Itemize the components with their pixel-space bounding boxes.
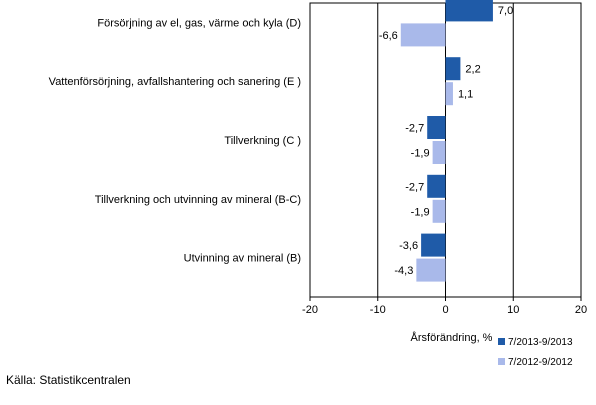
bar-7/2013-9/2013-3 <box>427 174 446 198</box>
data-label: 7,0 <box>498 5 513 17</box>
legend-label-1: 7/2012-9/2012 <box>508 357 573 368</box>
category-label: Försörjning av el, gas, värme och kyla (… <box>97 17 301 29</box>
x-tick-label: 10 <box>507 304 519 316</box>
x-tick-label: 20 <box>575 304 587 316</box>
data-label: -6,6 <box>379 30 398 42</box>
x-tick-label: -10 <box>370 304 386 316</box>
bar-7/2013-9/2013-2 <box>427 116 446 139</box>
data-label: -1,9 <box>411 148 430 160</box>
bar-7/2012-9/2012-4 <box>416 258 446 282</box>
bar-7/2012-9/2012-1 <box>445 82 453 106</box>
category-label: Vattenförsörjning, avfallshantering och … <box>49 76 301 88</box>
data-label: 1,1 <box>458 89 473 101</box>
bar-7/2012-9/2012-0 <box>400 23 446 47</box>
data-label: -3,6 <box>399 240 418 252</box>
legend-label-0: 7/2013-9/2013 <box>508 337 573 348</box>
legend-swatch-1 <box>498 358 505 365</box>
data-label: -2,7 <box>405 181 424 193</box>
bar-7/2012-9/2012-3 <box>432 199 446 223</box>
data-label: 2,2 <box>465 64 480 76</box>
data-label: -2,7 <box>405 123 424 135</box>
x-tick-label: -20 <box>302 304 318 316</box>
bar-7/2013-9/2013-4 <box>421 233 446 257</box>
legend-swatch-0 <box>498 338 505 345</box>
x-tick-label: 0 <box>442 304 448 316</box>
x-axis-label: Årsförändring, % <box>411 331 493 344</box>
source-note: Källa: Statistikcentralen <box>6 373 131 387</box>
category-label: Utvinning av mineral (B) <box>184 253 301 265</box>
bar-7/2013-9/2013-0 <box>445 0 493 22</box>
category-label: Tillverkning (C ) <box>224 135 301 147</box>
data-label: -4,3 <box>394 265 413 277</box>
bar-7/2012-9/2012-2 <box>432 141 446 164</box>
data-label: -1,9 <box>411 206 430 218</box>
category-label: Tillverkning och utvinning av mineral (B… <box>95 194 301 206</box>
bar-7/2013-9/2013-1 <box>445 57 461 81</box>
